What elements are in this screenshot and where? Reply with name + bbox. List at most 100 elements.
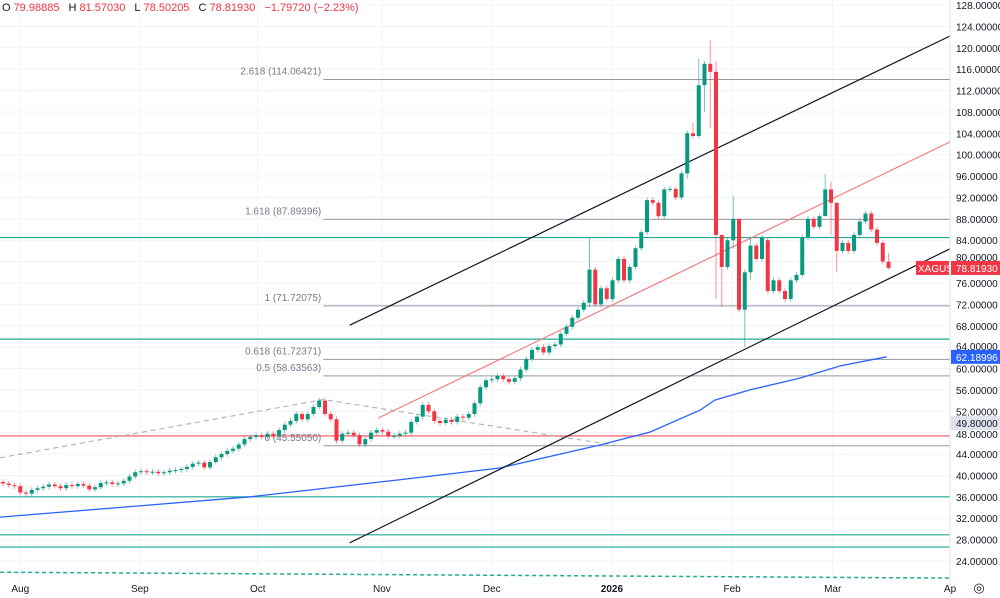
- crosshair-price-tag: [951, 416, 1000, 431]
- candle-down: [777, 280, 782, 292]
- x-tick-label: Mar: [824, 584, 842, 595]
- candle-down: [380, 430, 385, 432]
- candle-up: [29, 489, 34, 494]
- candle-up: [645, 200, 649, 233]
- candle-down: [271, 433, 276, 436]
- symbol-tag: [916, 260, 949, 275]
- y-tick-label: 128.00000: [956, 1, 1000, 12]
- candle-down: [737, 218, 741, 310]
- candle-up: [64, 485, 69, 489]
- candle-up: [248, 436, 253, 440]
- candle-up: [254, 435, 258, 437]
- candle-up: [852, 234, 856, 251]
- candle-up: [627, 266, 632, 281]
- y-tick-label: 84.00000: [956, 236, 998, 247]
- candle-up: [512, 378, 517, 382]
- ohlc-legend: O 79.98885 H 81.57030 L 78.50205 C 78.81930 …: [2, 2, 362, 14]
- candle-down: [432, 411, 437, 421]
- candle-up: [495, 376, 500, 380]
- candle-down: [708, 63, 713, 72]
- x-tick-label: Feb: [723, 584, 741, 595]
- y-tick-label: 96.00000: [956, 172, 998, 183]
- high-value: 81.57030: [79, 2, 126, 14]
- candle-down: [501, 376, 506, 380]
- candle-down: [875, 229, 879, 243]
- x-tick-label: Nov: [373, 584, 391, 595]
- candle-up: [282, 424, 287, 431]
- candle-up: [800, 237, 805, 275]
- candle-up: [265, 433, 270, 437]
- candle-down: [829, 189, 833, 203]
- candle-down: [438, 420, 442, 424]
- candle-up: [116, 483, 120, 485]
- y-tick-label: 116.00000: [956, 65, 1000, 76]
- y-tick-label: 44.00000: [956, 450, 998, 461]
- candle-up: [288, 420, 293, 425]
- candle-down: [656, 202, 661, 217]
- fib-level-label: 0.5 (58.63563): [256, 363, 321, 374]
- candle-up: [748, 245, 753, 273]
- candle-up: [409, 421, 414, 433]
- candle-down: [6, 483, 11, 486]
- candle-up: [639, 232, 644, 249]
- price-axis[interactable]: 128.00000 124.00000 120.00000 116.00000 112.…: [916, 0, 1000, 598]
- time-axis[interactable]: Aug Sep Oct Nov Dec 2026 Feb Mar Ap: [11, 584, 956, 595]
- candle-up: [139, 471, 143, 473]
- candle-up: [196, 462, 201, 464]
- candle-down: [300, 413, 304, 420]
- candle-down: [691, 133, 695, 136]
- ma-price-tag: [951, 349, 1000, 364]
- candle-down: [714, 71, 718, 235]
- candle-up: [173, 470, 178, 472]
- candle-up: [599, 288, 603, 305]
- candle-down: [156, 471, 161, 474]
- gear-icon[interactable]: ◎: [973, 580, 985, 595]
- y-tick-label: 112.00000: [956, 87, 1000, 98]
- candle-up: [570, 317, 575, 327]
- low-key: L: [134, 2, 141, 14]
- high-key: H: [68, 2, 77, 14]
- candle-up: [167, 470, 172, 473]
- candle-up: [75, 484, 80, 487]
- candle-up: [397, 433, 402, 436]
- candle-up: [731, 218, 736, 241]
- x-tick-label: Dec: [483, 584, 501, 595]
- candle-down: [259, 435, 264, 437]
- candle-up: [98, 482, 103, 488]
- y-tick-label: 120.00000: [956, 44, 1000, 55]
- candle-up: [484, 380, 488, 388]
- y-tick-label: 40.00000: [956, 471, 998, 482]
- y-tick-label: 36.00000: [956, 493, 998, 504]
- y-tick-label: 76.00000: [956, 279, 998, 290]
- candle-up: [518, 369, 523, 379]
- candle-up: [857, 221, 862, 235]
- x-tick-label: Aug: [11, 584, 29, 595]
- y-tick-label: 32.00000: [956, 514, 998, 525]
- candle-up: [127, 476, 132, 481]
- candle-up: [530, 349, 534, 359]
- close-key: C: [198, 2, 207, 14]
- candle-down: [593, 269, 598, 305]
- candle-down: [507, 379, 511, 382]
- candle-up: [547, 346, 552, 353]
- candle-up: [225, 450, 230, 455]
- candle-down: [328, 413, 333, 420]
- candle-down: [846, 242, 851, 251]
- fib-level-label: 1.618 (87.89396): [245, 206, 321, 217]
- candle-up: [35, 488, 40, 490]
- candle-up: [817, 216, 822, 227]
- candle-up: [392, 435, 396, 437]
- candle-up: [478, 387, 483, 404]
- candle-down: [426, 404, 431, 412]
- candle-up: [702, 63, 707, 86]
- candle-down: [357, 435, 362, 445]
- candle-down: [351, 432, 356, 436]
- x-tick-label: Oct: [250, 584, 266, 595]
- y-tick-label: 64.00000: [956, 342, 998, 353]
- fib-zigzag-line: [0, 398, 621, 459]
- candle-down: [650, 200, 655, 203]
- open-value: 79.98885: [13, 2, 60, 14]
- candle-down: [144, 471, 149, 473]
- candle-down: [754, 245, 759, 259]
